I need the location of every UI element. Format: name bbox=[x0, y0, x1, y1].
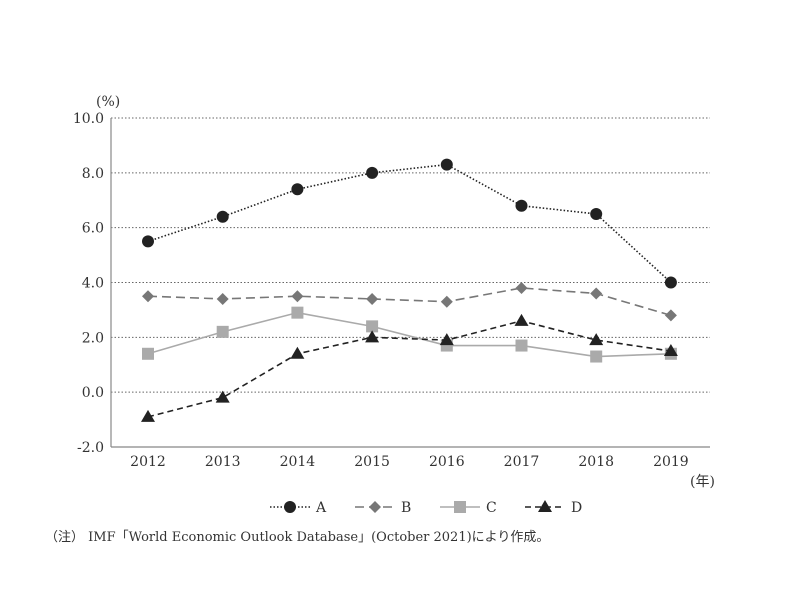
data-point-D bbox=[439, 333, 454, 346]
data-point-B bbox=[440, 295, 453, 308]
legend-label-B: B bbox=[401, 500, 411, 516]
x-axis-label: (年) bbox=[690, 474, 715, 490]
data-point-D bbox=[514, 313, 529, 326]
series-line-A bbox=[147, 163, 672, 284]
data-point-A bbox=[366, 166, 379, 179]
legend-marker-A bbox=[284, 501, 296, 513]
x-tick-label: 2013 bbox=[205, 454, 241, 470]
data-point-D bbox=[141, 409, 155, 422]
series-line-D bbox=[147, 320, 672, 418]
data-point-D bbox=[589, 333, 604, 346]
y-tick-label: 0.0 bbox=[82, 385, 104, 401]
y-tick-label: 8.0 bbox=[82, 166, 104, 182]
y-tick-label: 6.0 bbox=[82, 221, 104, 237]
data-point-A bbox=[664, 276, 677, 289]
data-point-D bbox=[365, 330, 380, 343]
data-point-B bbox=[291, 290, 304, 303]
data-point-B bbox=[664, 309, 677, 322]
x-tick-label: 2014 bbox=[280, 454, 316, 470]
legend-label-A: A bbox=[315, 500, 327, 516]
data-point-A bbox=[216, 210, 229, 223]
x-tick-label: 2015 bbox=[354, 454, 390, 470]
data-point-A bbox=[440, 158, 453, 171]
legend-marker-C bbox=[454, 501, 466, 513]
data-point-B bbox=[142, 290, 154, 303]
x-tick-label: 2012 bbox=[130, 454, 166, 470]
x-tick-label: 2017 bbox=[504, 454, 540, 470]
data-point-C bbox=[291, 306, 304, 319]
data-point-D bbox=[215, 390, 230, 403]
data-point-B bbox=[216, 292, 229, 305]
data-point-C bbox=[515, 339, 528, 352]
x-tick-label: 2016 bbox=[429, 454, 465, 470]
data-point-C bbox=[216, 325, 229, 338]
y-tick-label: 10.0 bbox=[73, 111, 104, 127]
source-note: （注） IMF「World Economic Outlook Database」… bbox=[45, 530, 550, 545]
y-tick-label: -2.0 bbox=[77, 440, 104, 456]
legend-marker-D bbox=[538, 500, 552, 512]
data-point-A bbox=[291, 183, 304, 196]
y-axis-label: (%) bbox=[96, 94, 120, 110]
legend-label-C: C bbox=[486, 500, 497, 516]
y-tick-label: 4.0 bbox=[82, 276, 104, 292]
legend-label-D: D bbox=[571, 500, 582, 516]
data-point-D bbox=[663, 344, 678, 357]
data-point-B bbox=[515, 281, 528, 294]
data-point-A bbox=[590, 207, 603, 220]
data-point-A bbox=[515, 199, 528, 212]
x-tick-label: 2018 bbox=[578, 454, 614, 470]
data-point-B bbox=[366, 292, 379, 305]
y-tick-label: 2.0 bbox=[82, 330, 104, 346]
data-point-A bbox=[142, 235, 154, 248]
data-point-C bbox=[142, 347, 154, 360]
data-point-C bbox=[590, 350, 603, 363]
series-line-B bbox=[147, 287, 672, 317]
data-point-C bbox=[366, 320, 379, 333]
data-point-B bbox=[590, 287, 603, 300]
data-point-D bbox=[290, 346, 305, 359]
legend-marker-B bbox=[369, 501, 381, 513]
x-tick-label: 2019 bbox=[653, 454, 689, 470]
series-line-C bbox=[147, 311, 671, 358]
